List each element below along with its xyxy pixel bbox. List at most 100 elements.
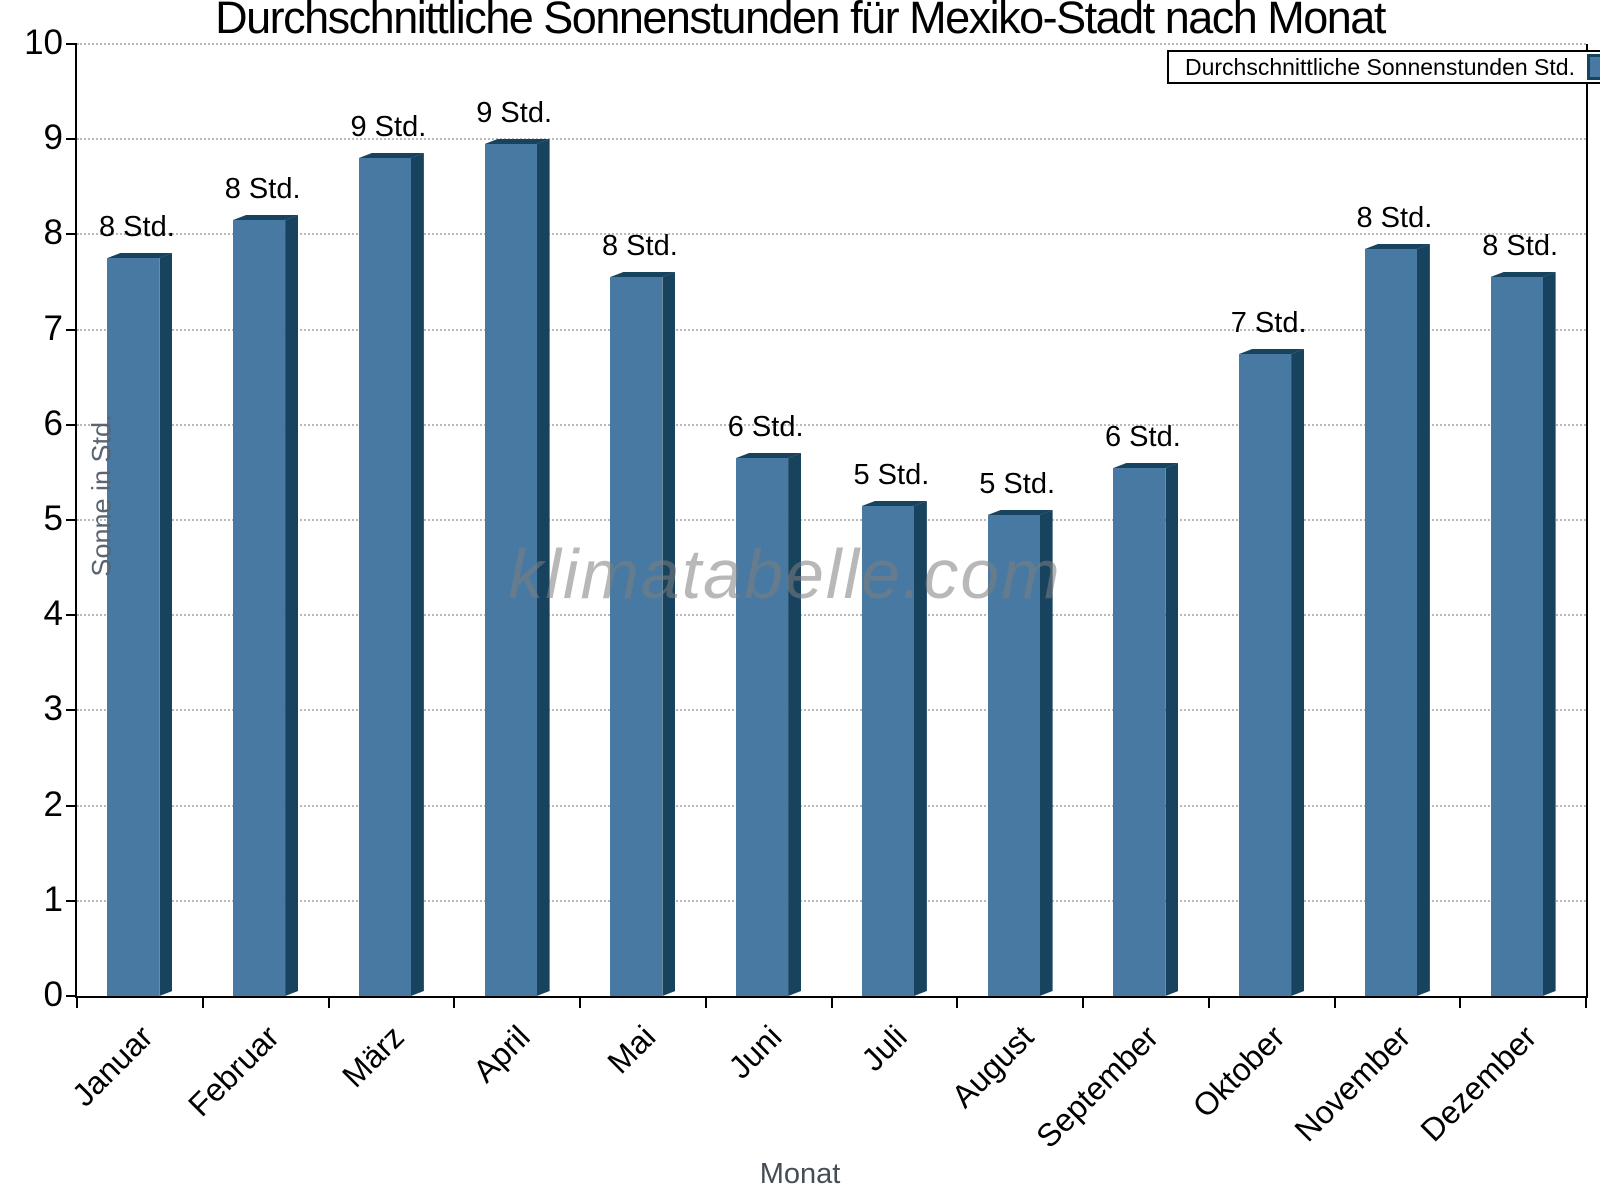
bar-side-face (788, 453, 801, 996)
gridline (77, 328, 1586, 331)
y-tick (66, 804, 77, 807)
bar (233, 215, 299, 996)
gridline (77, 233, 1586, 236)
bar (610, 272, 676, 996)
bar-side-face (1417, 244, 1430, 996)
bar-side-face (662, 272, 675, 996)
y-tick (66, 899, 77, 902)
chart-title: Durchschnittliche Sonnenstunden für Mexi… (215, 0, 1386, 43)
bar-top-face (107, 253, 173, 258)
y-tick-label: 8 (43, 213, 63, 253)
x-category-label: Dezember (1233, 1012, 1543, 1149)
gridline (77, 423, 1586, 426)
x-tick (1207, 998, 1210, 1008)
bar-front-face (484, 144, 537, 996)
bar-front-face (233, 220, 286, 996)
y-tick-label: 6 (43, 403, 63, 443)
legend: Durchschnittliche Sonnenstunden Std. (1167, 50, 1600, 84)
y-tick (66, 709, 77, 712)
x-axis-title: Monat (759, 1158, 841, 1190)
x-tick (201, 998, 204, 1008)
bar-top-face (1239, 349, 1305, 354)
x-category-label-text: Dezember (1413, 1018, 1543, 1149)
bar (736, 453, 802, 996)
bar-side-face (1040, 510, 1053, 996)
x-tick (1459, 998, 1462, 1008)
bar-top-face (987, 510, 1053, 515)
bar-top-face (1490, 272, 1556, 277)
bar-top-face (861, 501, 927, 506)
bar-value-label: 6 Std. (727, 411, 804, 443)
bar-front-face (358, 158, 411, 996)
bar-front-face (736, 458, 789, 996)
bar-top-face (1364, 244, 1430, 249)
bar-top-face (484, 139, 550, 144)
y-tick-label: 4 (43, 594, 63, 634)
y-tick-label: 7 (43, 308, 63, 348)
bar-front-face (1490, 277, 1543, 996)
bar-top-face (358, 153, 424, 158)
x-tick (830, 998, 833, 1008)
bar (484, 139, 550, 996)
bar-side-face (285, 215, 298, 996)
bar-top-face (610, 272, 676, 277)
bar (1364, 244, 1430, 996)
bar-front-face (1113, 468, 1166, 996)
y-tick-label: 9 (43, 118, 63, 158)
bar-value-label: 6 Std. (1104, 421, 1181, 453)
x-tick (956, 998, 959, 1008)
bar-front-face (861, 506, 914, 996)
x-tick (1585, 998, 1587, 1008)
bar-side-face (411, 153, 424, 996)
bar-value-label: 9 Std. (476, 97, 553, 129)
legend-label: Durchschnittliche Sonnenstunden Std. (1185, 53, 1575, 80)
bar-side-face (537, 139, 550, 996)
bar-top-face (736, 453, 802, 458)
x-tick (1333, 998, 1336, 1008)
bar-side-face (1543, 272, 1556, 996)
bar-value-label: 8 Std. (224, 173, 301, 205)
bar-value-label: 8 Std. (1482, 230, 1559, 262)
y-tick (66, 138, 77, 141)
gridline (77, 519, 1586, 521)
bar-top-face (233, 215, 299, 220)
gridline (77, 614, 1586, 617)
y-tick (66, 328, 77, 331)
y-tick (66, 423, 77, 426)
y-tick (66, 995, 77, 997)
bar-value-label: 8 Std. (98, 211, 175, 243)
legend-swatch-icon (1586, 54, 1600, 80)
y-tick (66, 519, 77, 521)
plot-area: 0 1 2 3 4 5 6 7 8 9 10 8 Std. Januar 8 Std. Februar 9 S… (24, 25, 1588, 1155)
y-tick (66, 233, 77, 236)
y-tick-label: 3 (43, 689, 63, 729)
gridline (77, 138, 1586, 141)
gridline (77, 804, 1586, 807)
bar (987, 510, 1053, 996)
bar-front-face (1364, 249, 1417, 996)
gridline (77, 899, 1586, 902)
x-tick (704, 998, 707, 1008)
bar-value-label: 5 Std. (853, 459, 930, 491)
bar-front-face (1239, 354, 1292, 996)
y-tick-label: 1 (43, 879, 63, 919)
bar (1239, 349, 1305, 996)
x-tick (579, 998, 581, 1008)
bar-side-face (1291, 349, 1304, 996)
y-tick-label: 2 (43, 784, 63, 824)
bar (1113, 463, 1179, 996)
y-tick-label: 0 (43, 975, 63, 1014)
bar-value-label: 9 Std. (350, 111, 427, 143)
bar-side-face (159, 253, 172, 996)
y-tick-label: 10 (24, 23, 63, 62)
bar-value-label: 5 Std. (979, 468, 1056, 500)
bar (358, 153, 424, 996)
bar (107, 253, 173, 996)
x-tick (1082, 998, 1084, 1008)
bar-value-label: 7 Std. (1230, 307, 1307, 339)
bar-value-label: 8 Std. (1356, 202, 1433, 234)
y-tick (66, 614, 77, 617)
gridline (77, 709, 1586, 712)
y-tick (66, 43, 77, 45)
bar-top-face (1113, 463, 1179, 468)
